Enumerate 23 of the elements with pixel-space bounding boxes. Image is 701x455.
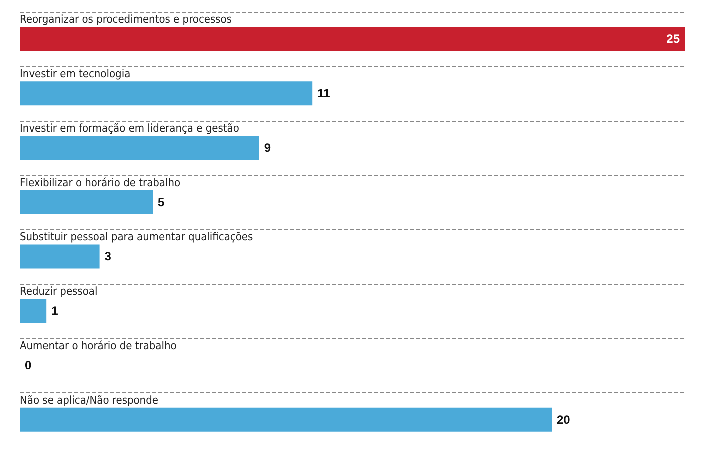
data-label: 0	[25, 358, 32, 372]
y-tick-label: Substituir pessoal para aumentar qualificações	[20, 230, 254, 244]
bar	[20, 27, 685, 52]
data-label: 5	[158, 195, 165, 210]
bar	[20, 299, 47, 324]
data-label: 1	[52, 304, 59, 318]
y-tick-label: Investir em tecnologia	[20, 68, 131, 81]
data-label: 25	[666, 32, 680, 46]
bar	[20, 136, 260, 160]
bar	[20, 82, 313, 106]
data-label: 20	[557, 412, 571, 427]
y-tick-label: Aumentar o horário de trabalho	[20, 339, 177, 352]
data-label: 11	[318, 86, 331, 101]
data-label: 3	[104, 250, 112, 264]
bar	[20, 408, 552, 432]
data-label: 9	[264, 140, 272, 155]
bar	[20, 244, 100, 269]
y-tick-label: Reorganizar os procedimentos e processos	[20, 13, 232, 26]
y-tick-label: Flexibilizar o horário de trabalho	[20, 176, 181, 190]
y-tick-label: Investir em formação em liderança e gestão	[20, 122, 240, 135]
y-tick-label: Reduzir pessoal	[20, 285, 98, 298]
y-tick-label: Não se aplica/Não responde	[20, 394, 158, 407]
bar	[20, 190, 153, 214]
